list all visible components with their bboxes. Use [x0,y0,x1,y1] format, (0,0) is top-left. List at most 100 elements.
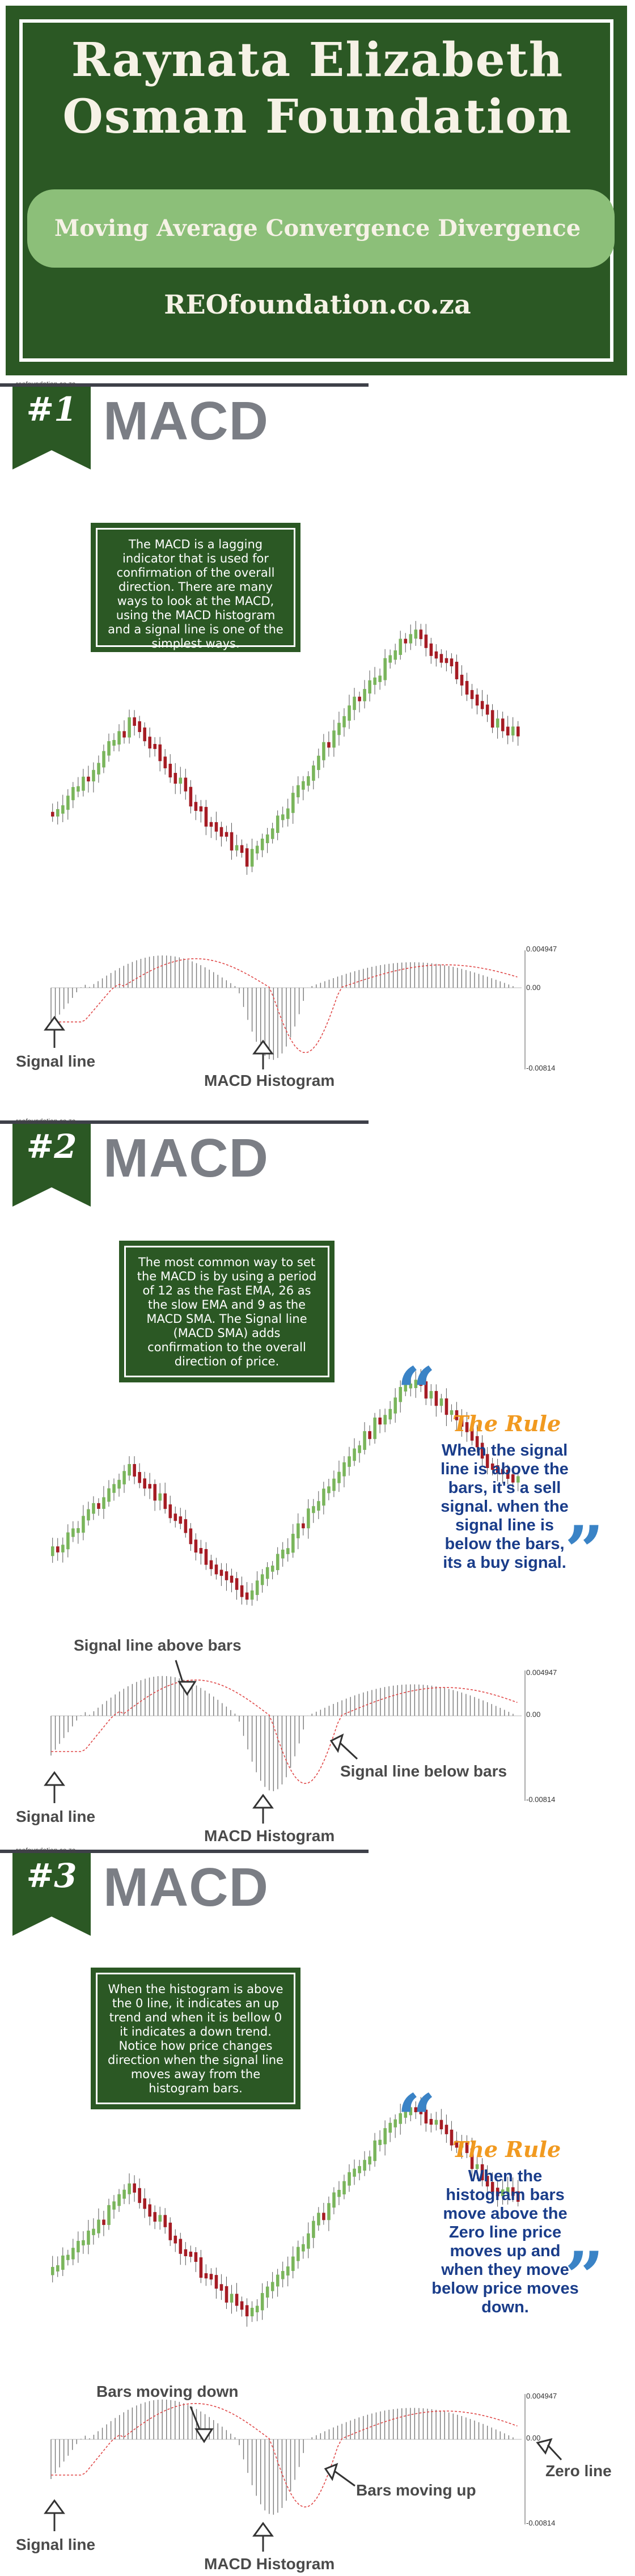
candle [133,1463,136,1477]
open-quote-icon: “ [397,1352,437,1432]
candle [61,2255,65,2270]
candle [291,2256,295,2272]
candle [209,2274,213,2280]
candle [490,710,494,728]
candle [230,2294,234,2303]
arrows [44,1660,358,1824]
candle [501,718,505,731]
macd-chart [50,2096,526,2524]
candle [148,2204,152,2217]
candle [450,1410,454,1415]
candle [250,2307,254,2317]
candle [465,680,469,695]
candle [112,2201,116,2210]
candle [199,2257,203,2278]
candle [353,696,356,710]
candle [179,2239,183,2254]
candle [270,1566,274,1572]
candle [312,1506,315,1513]
header-banner: Raynata Elizabeth Osman Foundation Movin… [0,0,635,383]
candle [255,1580,259,1595]
candle [214,1564,218,1575]
macd-histogram-label: MACD Histogram [204,1072,335,1089]
candle [219,827,223,837]
axis-label-bottom: -0.00814 [526,1064,556,1072]
candle [419,1380,423,1386]
candle [87,776,90,782]
candle [475,694,479,706]
rule-title: The Rule [452,1411,561,1436]
candle [179,777,183,784]
candle [399,1387,403,1402]
candle [143,727,146,742]
candle [56,2265,60,2272]
candle [358,696,361,701]
watermark: reofoundation.co.za [16,380,76,388]
candle [450,2129,454,2146]
candle [240,2301,244,2310]
candle [393,2119,397,2127]
candle [501,1469,505,1475]
macd-chart [50,1369,526,1801]
axis-label-top: 0.004947 [526,1668,557,1677]
candle [317,755,320,770]
axis-label-bottom: -0.00814 [526,2519,556,2527]
axis-label-top: 0.004947 [526,2392,557,2400]
candle [460,674,464,686]
candle [260,2292,264,2311]
candle [117,731,121,745]
candle [117,2194,121,2206]
section-divider [0,1120,369,1124]
candle [204,1549,208,1565]
candle [465,1422,469,1432]
candle [276,1554,280,1571]
candle [363,2160,366,2171]
candle [276,2274,280,2287]
candle [337,1471,341,1483]
candle [322,2213,325,2220]
info-callout: The MACD is a lagging indicator that is … [91,523,300,652]
candle [270,2282,274,2291]
candle [480,2164,484,2181]
candle [490,2181,494,2193]
candle [189,786,193,807]
candle [373,2140,376,2162]
candle [496,1465,499,1474]
candle [409,634,413,644]
candle [332,2192,336,2208]
candle [194,2252,198,2262]
macd-chart [50,621,526,1069]
candle [143,1478,146,1489]
candle [388,655,392,663]
candle [348,705,351,721]
arrows [44,1016,274,1069]
candle [250,849,254,867]
candle [327,2203,331,2220]
signal-line-below-bars-label: Signal line below bars [340,1762,507,1780]
candle [153,2212,157,2222]
candle [516,726,520,737]
candle [480,1443,484,1459]
candle [102,751,105,768]
candle [291,1533,295,1553]
candle [393,1397,397,1414]
section-divider [0,1850,369,1853]
candle [71,1528,75,1537]
candle [173,773,177,784]
candle [511,726,515,736]
rule-text: When the histogram bars move above the Z… [431,2167,579,2316]
candle [332,730,336,748]
candle [87,2230,90,2245]
macd-histogram-label: MACD Histogram [204,2555,335,2573]
candle [250,1590,254,1600]
candle [92,2228,95,2235]
candle [281,814,285,820]
signal-line [51,1679,518,1784]
candle [317,1501,320,1511]
candle [77,2240,80,2253]
candle [291,793,295,813]
candle [286,2266,290,2276]
candle [158,2215,162,2222]
website-link[interactable]: REOfoundation.co.za [164,289,471,320]
candle [107,741,111,756]
